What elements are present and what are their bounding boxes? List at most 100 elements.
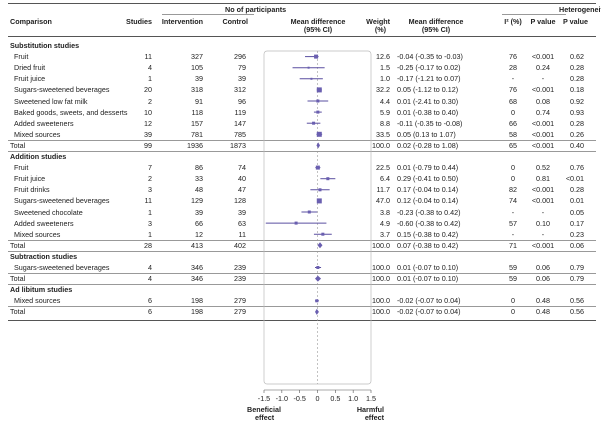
row-p-value: 0.17 xyxy=(570,218,584,228)
header-p-overall: P value xyxy=(562,17,588,26)
total-control: 239 xyxy=(234,274,246,284)
row-i2: 0 xyxy=(511,107,515,117)
row-p-heterogeneity: 0.52 xyxy=(536,163,550,173)
row-label: Sweetened chocolate xyxy=(14,207,83,217)
total-label: Total xyxy=(10,140,26,150)
total-i2: 65 xyxy=(509,140,517,150)
total-mean-difference-text: 0.02 (-0.28 to 1.08) xyxy=(397,140,459,150)
header-mean-difference-plot: Mean difference xyxy=(290,17,346,26)
heterogeneity-underline xyxy=(502,14,566,15)
point-estimate-square xyxy=(307,66,310,69)
row-i2: 82 xyxy=(509,185,517,195)
row-studies: 20 xyxy=(144,85,152,95)
point-estimate-square xyxy=(315,165,320,170)
total-intervention: 1936 xyxy=(187,140,203,150)
row-control: 40 xyxy=(238,174,246,184)
point-estimate-square xyxy=(316,198,322,204)
row-mean-difference-text: -0.60 (-0.38 to 0.42) xyxy=(397,218,461,228)
total-mean-difference-text: 0.07 (-0.38 to 0.42) xyxy=(397,240,459,250)
row-intervention: 39 xyxy=(195,207,203,217)
pooled-estimate-diamond xyxy=(315,275,322,282)
header-ci-plot: (95% CI) xyxy=(303,25,333,34)
row-mean-difference-text: 0.01 (-2.41 to 0.30) xyxy=(397,96,459,106)
header-comparison: Comparison xyxy=(10,17,52,26)
row-p-value: 0.28 xyxy=(570,118,584,128)
row-weight: 3.7 xyxy=(380,229,390,239)
row-control: 312 xyxy=(234,85,246,95)
total-p-value: 0.06 xyxy=(570,240,584,250)
row-weight: 1.0 xyxy=(380,74,390,84)
table-bottom-rule xyxy=(8,319,596,321)
row-label: Fruit drinks xyxy=(14,185,50,195)
row-label: Sugars-sweetened beverages xyxy=(14,85,110,95)
point-estimate-square xyxy=(321,232,325,236)
row-intervention: 157 xyxy=(191,118,203,128)
row-mean-difference-text: -0.25 (-0.17 to 0.02) xyxy=(397,63,461,73)
row-weight: 100.0 xyxy=(372,296,390,306)
total-p-value: 0.79 xyxy=(570,274,584,284)
total-i2: 0 xyxy=(511,307,515,317)
point-estimate-square xyxy=(314,54,319,59)
row-p-value: 0.26 xyxy=(570,129,584,139)
row-i2: 68 xyxy=(509,96,517,106)
row-i2: 58 xyxy=(509,129,517,139)
row-control: 79 xyxy=(238,63,246,73)
point-estimate-square xyxy=(294,221,298,225)
total-intervention: 346 xyxy=(191,274,203,284)
row-i2: 0 xyxy=(511,174,515,184)
row-i2: 0 xyxy=(511,296,515,306)
x-axis-beneficial-label-2: effect xyxy=(255,413,275,422)
row-intervention: 33 xyxy=(195,174,203,184)
header-p-heterogeneity: P value xyxy=(530,17,556,26)
row-mean-difference-text: -0.11 (-0.35 to -0.08) xyxy=(397,118,463,128)
point-estimate-square xyxy=(316,266,320,269)
row-label: Baked goods, sweets, and desserts xyxy=(14,107,128,117)
point-estimate-square xyxy=(316,131,322,137)
row-control: 279 xyxy=(234,296,246,306)
row-intervention: 198 xyxy=(191,296,203,306)
row-intervention: 318 xyxy=(191,85,203,95)
row-weight: 5.9 xyxy=(380,107,390,117)
row-weight: 33.5 xyxy=(376,129,390,139)
x-axis-harmful-label: Harmful xyxy=(356,405,384,414)
row-weight: 100.0 xyxy=(372,263,390,272)
row-weight: 12.6 xyxy=(376,52,390,62)
row-p-value: 0.18 xyxy=(570,85,584,95)
row-mean-difference-text: 0.15 (-0.38 to 0.42) xyxy=(397,229,459,239)
row-studies: 7 xyxy=(148,163,152,173)
row-weight: 47.0 xyxy=(376,196,390,206)
total-studies: 28 xyxy=(144,240,152,250)
row-i2: 76 xyxy=(509,52,517,62)
section-rule xyxy=(8,151,596,152)
total-separator xyxy=(8,239,596,241)
row-studies: 39 xyxy=(144,129,152,139)
row-intervention: 86 xyxy=(195,163,203,173)
x-axis-tick-label: -1.0 xyxy=(275,394,289,403)
section-title: Addition studies xyxy=(10,152,67,161)
total-p-value: 0.40 xyxy=(570,140,584,150)
row-studies: 3 xyxy=(148,218,152,228)
point-estimate-square xyxy=(326,177,330,181)
row-control: 74 xyxy=(238,163,246,173)
row-intervention: 129 xyxy=(191,196,203,206)
row-label: Sugars-sweetened beverages xyxy=(14,263,110,272)
row-control: 96 xyxy=(238,96,246,106)
total-weight: 100.0 xyxy=(372,140,390,150)
row-studies: 4 xyxy=(148,263,152,272)
row-i2: 28 xyxy=(509,63,517,73)
row-intervention: 66 xyxy=(195,218,203,228)
row-studies: 11 xyxy=(144,196,152,206)
row-studies: 12 xyxy=(144,118,152,128)
row-label: Fruit xyxy=(14,52,29,62)
point-estimate-square xyxy=(315,299,319,303)
row-p-heterogeneity: 0.74 xyxy=(536,107,550,117)
x-axis-tick-label: -0.5 xyxy=(293,394,306,403)
row-label: Mixed sources xyxy=(14,129,61,139)
x-axis-harmful-label-2: effect xyxy=(364,413,384,422)
section-title: Substitution studies xyxy=(10,41,80,50)
point-estimate-square xyxy=(307,210,311,214)
row-intervention: 39 xyxy=(195,74,203,84)
point-estimate-square xyxy=(316,87,322,93)
header-participants: No of participants xyxy=(225,5,287,14)
row-p-value: 0.93 xyxy=(570,107,584,117)
